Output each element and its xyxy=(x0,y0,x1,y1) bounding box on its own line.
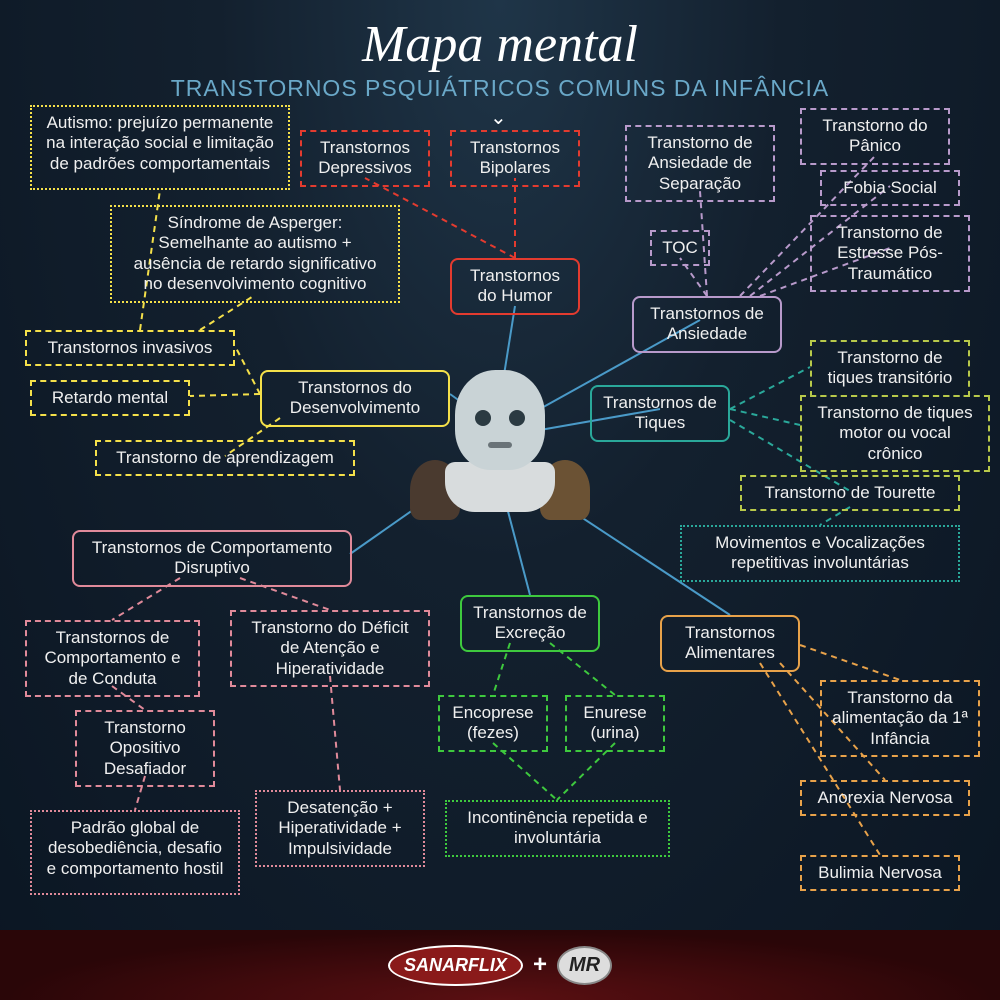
node-separ: Transtorno de Ansiedade de Separação xyxy=(625,125,775,202)
node-toc: TOC xyxy=(650,230,710,266)
node-aprendiz: Transtorno de aprendizagem xyxy=(95,440,355,476)
node-panico: Transtorno do Pânico xyxy=(800,108,950,165)
node-ansiedade: Transtornos de Ansiedade xyxy=(632,296,782,353)
page-subtitle: TRANSTORNOS PSQUIÁTRICOS COMUNS DA INFÂN… xyxy=(0,75,1000,102)
logo-mr: MR xyxy=(557,946,612,985)
node-tdah: Transtorno do Déficit de Atenção e Hiper… xyxy=(230,610,430,687)
footer: SANARFLIX + MR xyxy=(0,930,1000,1000)
node-anorexia: Anorexia Nervosa xyxy=(800,780,970,816)
node-disruptivo: Transtornos de Comportamento Disruptivo xyxy=(72,530,352,587)
node-infancia: Transtorno da alimentação da 1ª Infância xyxy=(820,680,980,757)
node-humor: Transtornos do Humor xyxy=(450,258,580,315)
chevron-down-icon: ⌄ xyxy=(490,105,507,130)
node-tiques: Transtornos de Tiques xyxy=(590,385,730,442)
node-incont: Incontinência repetida e involuntária xyxy=(445,800,670,857)
plus-icon: + xyxy=(533,951,547,979)
node-padrao: Padrão global de desobediência, desafio … xyxy=(30,810,240,895)
node-tept: Transtorno de Estresse Pós-Traumático xyxy=(810,215,970,292)
node-fobia: Fobia Social xyxy=(820,170,960,206)
node-excrecao: Transtornos de Excreção xyxy=(460,595,600,652)
node-autismo: Autismo: prejuízo permanente na interaçã… xyxy=(30,105,290,190)
node-retardo: Retardo mental xyxy=(30,380,190,416)
node-tiquetrans: Transtorno de tiques transitório xyxy=(810,340,970,397)
page-title: Mapa mental xyxy=(0,15,1000,74)
node-enurese: Enurese (urina) xyxy=(565,695,665,752)
node-asperger: Síndrome de Asperger: Semelhante ao auti… xyxy=(110,205,400,303)
node-bipolar: Transtornos Bipolares xyxy=(450,130,580,187)
center-child-face xyxy=(430,370,570,520)
node-aliment: Transtornos Alimentares xyxy=(660,615,800,672)
node-tiquemotor: Transtorno de tiques motor ou vocal crôn… xyxy=(800,395,990,472)
node-encoprese: Encoprese (fezes) xyxy=(438,695,548,752)
node-opositivo: Transtorno Opositivo Desafiador xyxy=(75,710,215,787)
logo-sanarflix: SANARFLIX xyxy=(388,945,523,986)
node-desenv: Transtornos do Desenvolvimento xyxy=(260,370,450,427)
node-tourette: Transtorno de Tourette xyxy=(740,475,960,511)
node-desatencao: Desatenção + Hiperatividade + Impulsivid… xyxy=(255,790,425,867)
node-movvoc: Movimentos e Vocalizações repetitivas in… xyxy=(680,525,960,582)
node-bulimia: Bulimia Nervosa xyxy=(800,855,960,891)
node-invasivos: Transtornos invasivos xyxy=(25,330,235,366)
node-conduta: Transtornos de Comportamento e de Condut… xyxy=(25,620,200,697)
node-depress: Transtornos Depressivos xyxy=(300,130,430,187)
